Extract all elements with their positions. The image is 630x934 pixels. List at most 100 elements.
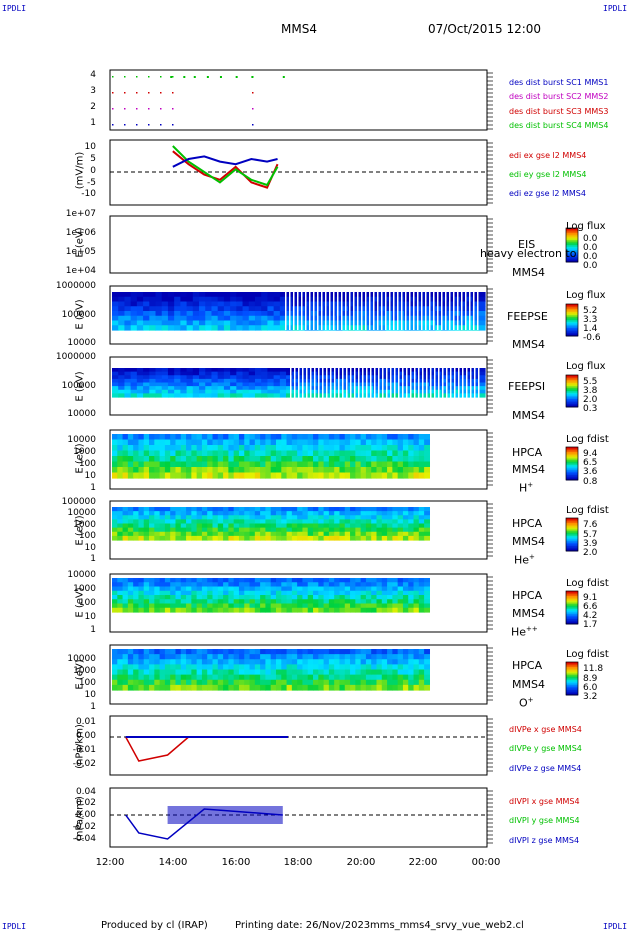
spectrogram-cell (373, 315, 380, 322)
colorbar-segment (566, 534, 578, 537)
data-gap (433, 292, 435, 330)
colorbar-segment (566, 455, 578, 458)
colorbar-segment (566, 399, 578, 402)
spectrogram-cell (211, 296, 219, 303)
spectrogram-cell (307, 461, 314, 468)
spectrogram-cell (127, 531, 134, 537)
spectrogram-cell (265, 467, 272, 474)
spectrogram-cell (149, 511, 155, 516)
spectrogram-cell (297, 450, 304, 457)
data-gap (462, 362, 464, 398)
spectrogram-cell (307, 603, 314, 609)
spectrogram-cell (174, 325, 181, 331)
spectrogram-cell (149, 386, 157, 391)
colorbar-value: 3.6 (583, 467, 598, 477)
colorbar-segment (566, 600, 578, 604)
spectrogram-cell (236, 311, 244, 317)
spectrogram-cell (192, 292, 200, 298)
spectrogram-cell (460, 292, 467, 298)
spectrogram-cell (233, 527, 240, 533)
spectrogram-cell (387, 450, 393, 457)
spectrogram-cell (170, 445, 177, 452)
spectrogram-cell (161, 292, 169, 298)
spectrogram-cell (143, 664, 150, 671)
tick-label: 0.01 (75, 717, 96, 727)
spectrogram-cell (402, 664, 409, 671)
spectrogram-cell (248, 315, 256, 322)
spectrogram-cell (270, 659, 277, 665)
spectrogram-cell (385, 292, 393, 298)
spectrogram-cell (317, 306, 324, 312)
spectrogram-cell (441, 382, 449, 387)
spectrogram-cell (207, 507, 214, 512)
spectrogram-cell (133, 674, 140, 681)
spectrogram-cell (286, 461, 293, 468)
spectrogram-cell (292, 292, 300, 298)
spectrogram-cell (466, 393, 474, 398)
spectrogram-cell (201, 434, 208, 441)
spectrogram-cell (180, 669, 187, 676)
spectrogram-cell (381, 467, 388, 474)
spectrogram-cell (127, 607, 134, 613)
spectrogram-cell (273, 386, 281, 391)
spectrogram-cell (413, 511, 420, 516)
spectrogram-cell (323, 511, 330, 516)
spectrogram-cell (117, 578, 124, 583)
colorbar-segment (566, 597, 578, 600)
spectrogram-cell (376, 664, 383, 671)
spectrogram-cell (387, 519, 393, 525)
spectrogram-cell (143, 368, 150, 373)
spectrogram-cell (416, 296, 424, 303)
spectrogram-cell (143, 306, 150, 312)
spectrogram-cell (244, 586, 251, 592)
spectrogram-cell (334, 649, 341, 655)
spectrogram-cell (217, 472, 224, 479)
spectrogram-cell (223, 386, 231, 391)
spectrogram-cell (159, 523, 166, 529)
spectrogram-cell (244, 439, 251, 446)
spectrogram-cell (238, 467, 245, 474)
spectrogram-cell (175, 607, 182, 613)
spectrogram-cell (381, 664, 388, 671)
spectrogram-cell (212, 527, 219, 533)
spectrogram-cell (238, 669, 245, 676)
spectrogram-cell (223, 375, 231, 380)
spectrogram-cell (371, 664, 378, 671)
spectrogram-cell (334, 578, 341, 583)
data-gap (473, 292, 475, 330)
spectrogram-cell (249, 578, 256, 583)
spectrogram-cell (212, 582, 219, 588)
spectrogram-cell (385, 378, 393, 384)
spectrogram-cell (365, 519, 372, 525)
hpca-hepp-instrument-label: HPCA (512, 589, 543, 602)
spectrogram-cell (143, 467, 150, 474)
spectrogram-cell (281, 586, 288, 592)
spectrogram-cell (186, 527, 192, 533)
colorbar-frame (565, 303, 579, 337)
spectrogram-cell (261, 306, 269, 312)
spectrogram-cell (149, 467, 155, 474)
colorbar-segment (566, 387, 578, 390)
colorbar-segment (566, 323, 578, 326)
spectrogram-cell (387, 586, 393, 592)
spectrogram-cell (335, 325, 343, 331)
spectrogram-cell (418, 679, 425, 686)
spectrogram-cell (143, 450, 150, 457)
spectrogram-cell (291, 523, 298, 529)
spectrogram-cell (404, 301, 411, 307)
spectrogram-cell (217, 315, 225, 322)
spectrogram-cell (371, 519, 378, 525)
spectrogram-cell (360, 515, 367, 520)
spectrogram-cell (292, 386, 300, 391)
spectrogram-cell (313, 586, 319, 592)
spectrogram-cell (313, 578, 319, 583)
spectrogram-cell (254, 684, 261, 691)
spectrogram-cell (286, 590, 293, 596)
spectrogram-cell (180, 595, 187, 600)
spectrogram-cell (138, 439, 145, 446)
spectrogram-cell (360, 439, 367, 446)
spectrogram-cell (228, 586, 235, 592)
spectrogram-cell (223, 649, 229, 655)
spectrogram-cell (292, 306, 300, 312)
spectrogram-cell (416, 382, 424, 387)
